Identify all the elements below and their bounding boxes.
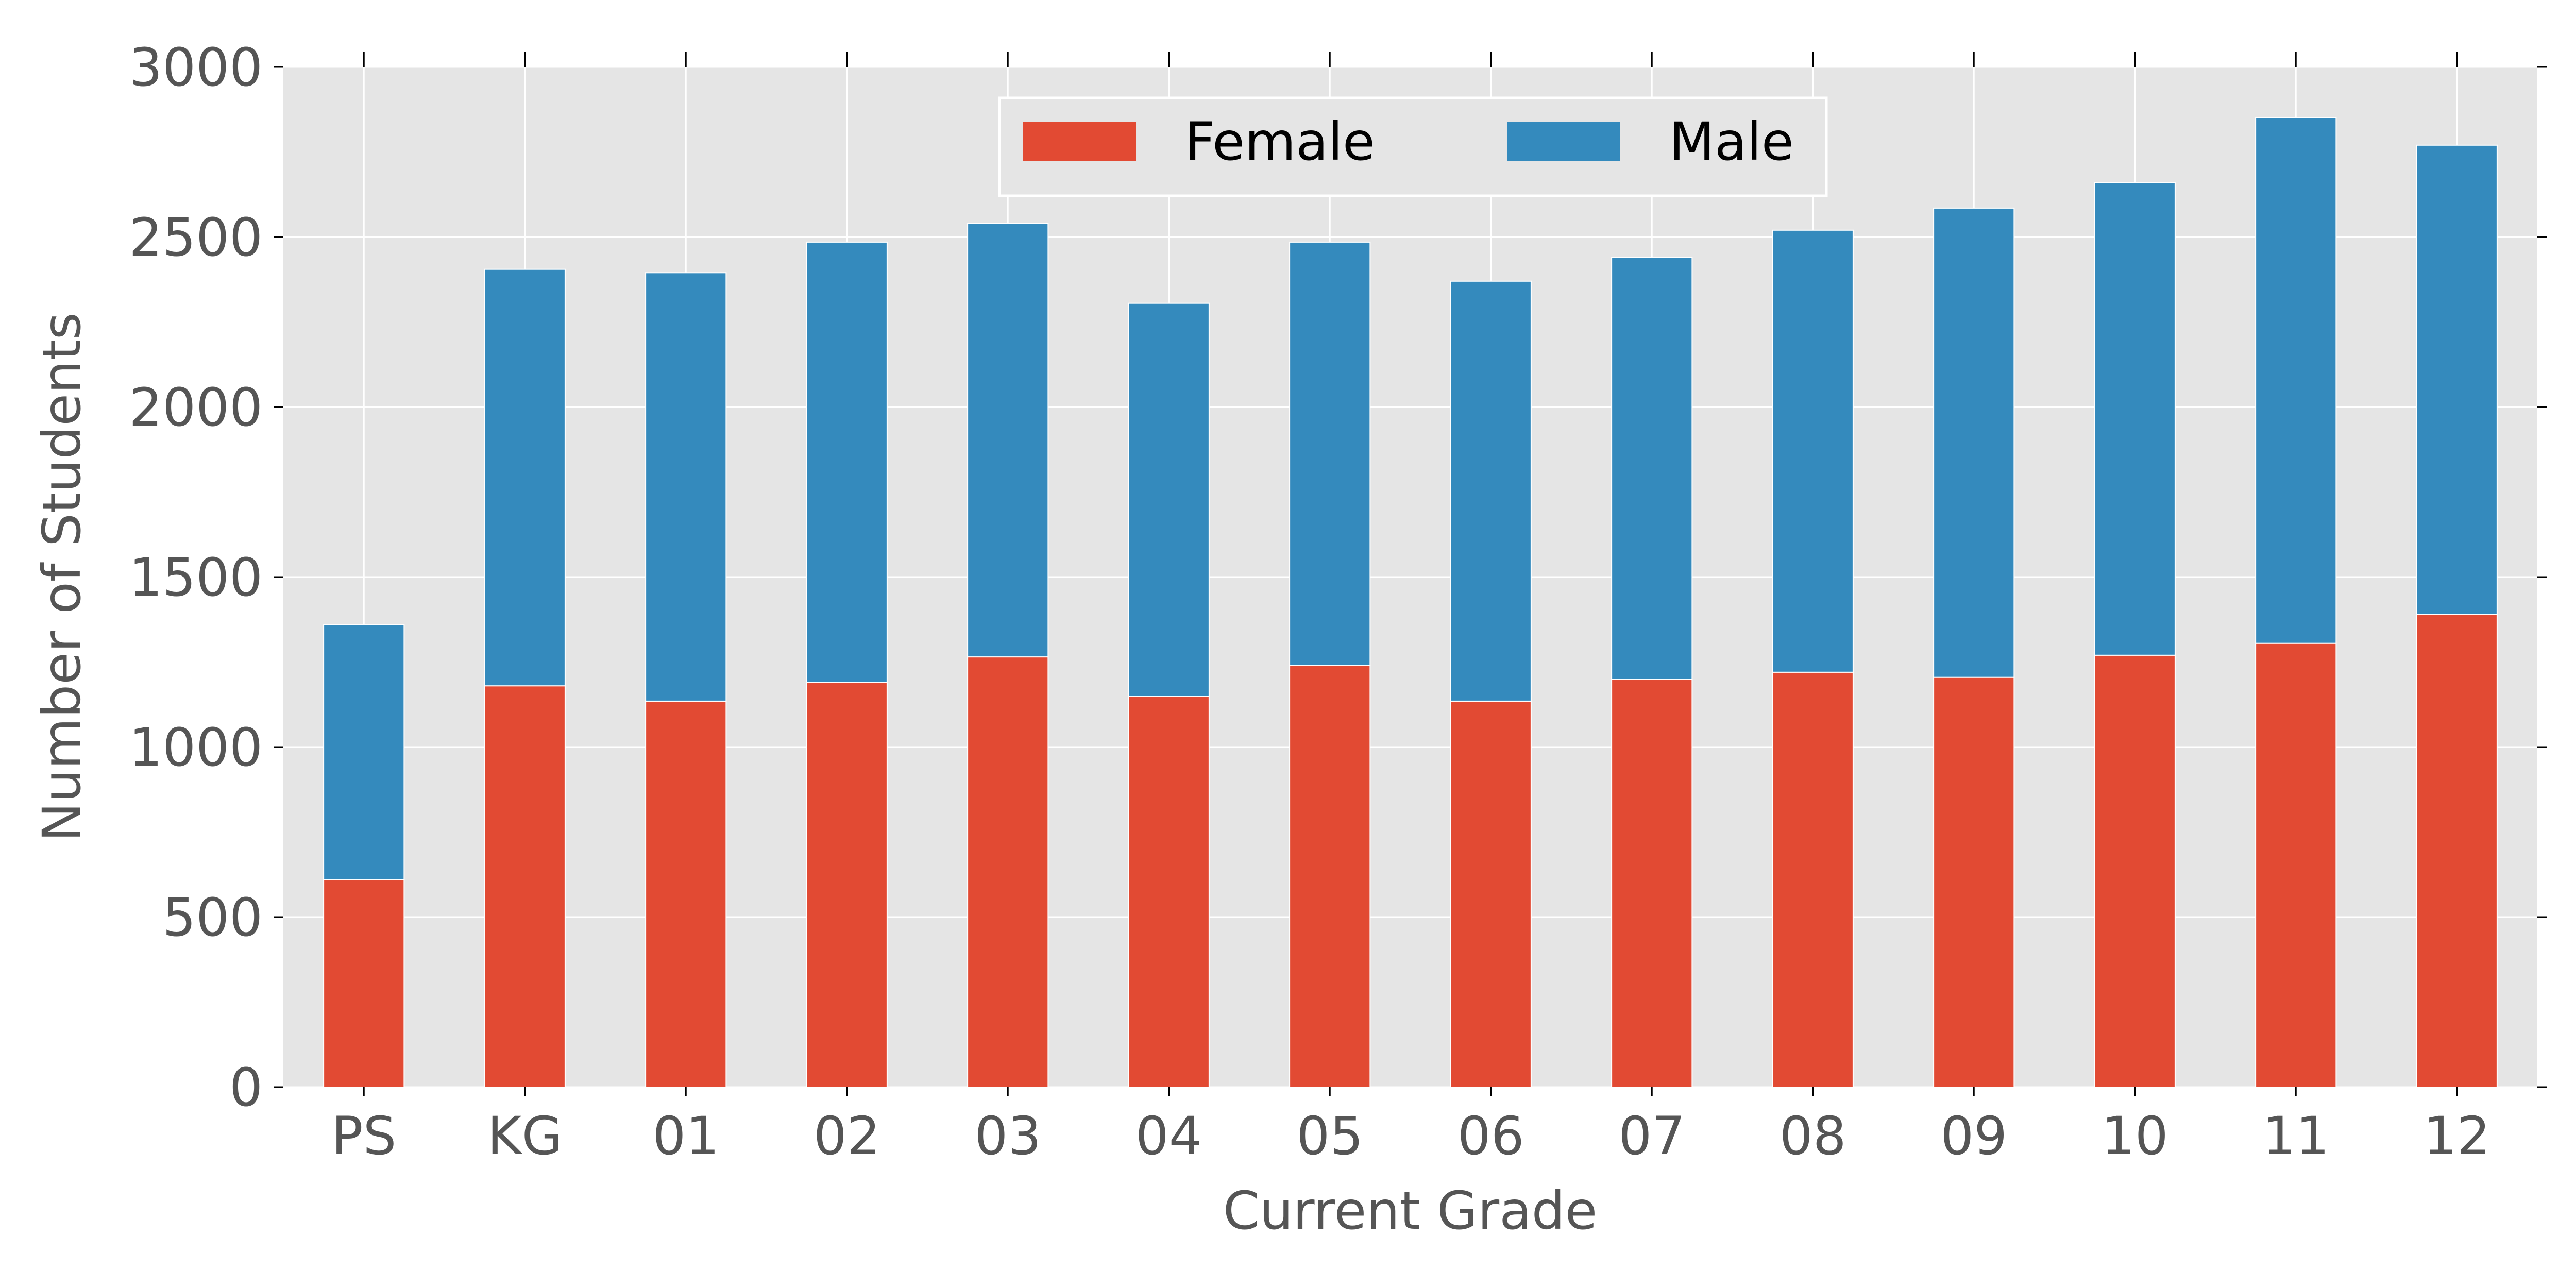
- bar-male-10: [2094, 182, 2176, 656]
- legend-label-male: Male: [1669, 111, 1794, 173]
- x-tick-label: 09: [1940, 1106, 2007, 1167]
- bar-female-01: [645, 700, 727, 1088]
- bar-male-03: [967, 223, 1049, 658]
- axes: 0 500 1000 1500 2000 2500 3000 PS KG 01 02 03 04 05 06…: [129, 37, 2547, 1167]
- bar-female-06: [1450, 700, 1532, 1088]
- bar-female-05: [1289, 665, 1371, 1088]
- x-tick-label: PS: [331, 1106, 396, 1167]
- y-tick-label: 1000: [129, 717, 263, 778]
- x-tick-label: 05: [1296, 1106, 1363, 1167]
- x-axis-title: Current Grade: [1223, 1180, 1598, 1242]
- y-tick-label: 2000: [129, 377, 263, 438]
- x-tick-label: 12: [2424, 1106, 2490, 1167]
- bar-female-10: [2094, 654, 2176, 1088]
- legend-label-female: Female: [1185, 111, 1375, 173]
- x-tick-label: 10: [2102, 1106, 2168, 1167]
- y-tick-label: 0: [229, 1057, 263, 1118]
- bar-female-12: [2416, 614, 2498, 1088]
- bar-female-07: [1611, 679, 1693, 1088]
- bar-male-04: [1128, 302, 1210, 697]
- bar-male-08: [1772, 229, 1854, 673]
- legend-swatch-male: [1507, 122, 1620, 161]
- bar-female-ps: [323, 879, 405, 1088]
- y-tick-label: 500: [162, 887, 263, 948]
- x-tick-label: 06: [1458, 1106, 1524, 1167]
- y-axis-title: Number of Students: [31, 312, 93, 842]
- legend-box: [998, 96, 1828, 197]
- bar-male-12: [2416, 144, 2498, 615]
- bar-female-03: [967, 656, 1049, 1088]
- bar-male-06: [1450, 280, 1532, 702]
- x-tick-label: 02: [814, 1106, 880, 1167]
- bar-female-11: [2255, 642, 2337, 1088]
- x-tick-label: 08: [1780, 1106, 1846, 1167]
- bar-male-ps: [323, 624, 405, 880]
- bar-male-05: [1289, 241, 1371, 666]
- bar-female-09: [1933, 676, 2015, 1088]
- x-tick-label: 01: [652, 1106, 719, 1167]
- legend: Female Male: [998, 96, 1828, 197]
- bar-female-02: [806, 682, 888, 1088]
- y-tick-label: 2500: [129, 207, 263, 268]
- bar-male-07: [1611, 257, 1693, 680]
- legend-swatch-female: [1023, 122, 1136, 161]
- bar-male-11: [2255, 117, 2337, 644]
- bar-male-02: [806, 241, 888, 683]
- bar-female-04: [1128, 696, 1210, 1088]
- x-tick-label: 11: [2262, 1106, 2329, 1167]
- bars: [323, 117, 2498, 1088]
- bar-male-kg: [484, 268, 566, 687]
- bar-male-01: [645, 272, 727, 702]
- x-tick-label: KG: [487, 1106, 563, 1167]
- bar-male-09: [1933, 207, 2015, 678]
- x-tick-label: 07: [1618, 1106, 1685, 1167]
- y-tick-label: 3000: [129, 37, 263, 98]
- x-tick-label: 03: [974, 1106, 1041, 1167]
- bar-female-08: [1772, 671, 1854, 1088]
- bar-female-kg: [484, 685, 566, 1088]
- x-tick-label: 04: [1136, 1106, 1202, 1167]
- y-tick-label: 1500: [129, 547, 263, 608]
